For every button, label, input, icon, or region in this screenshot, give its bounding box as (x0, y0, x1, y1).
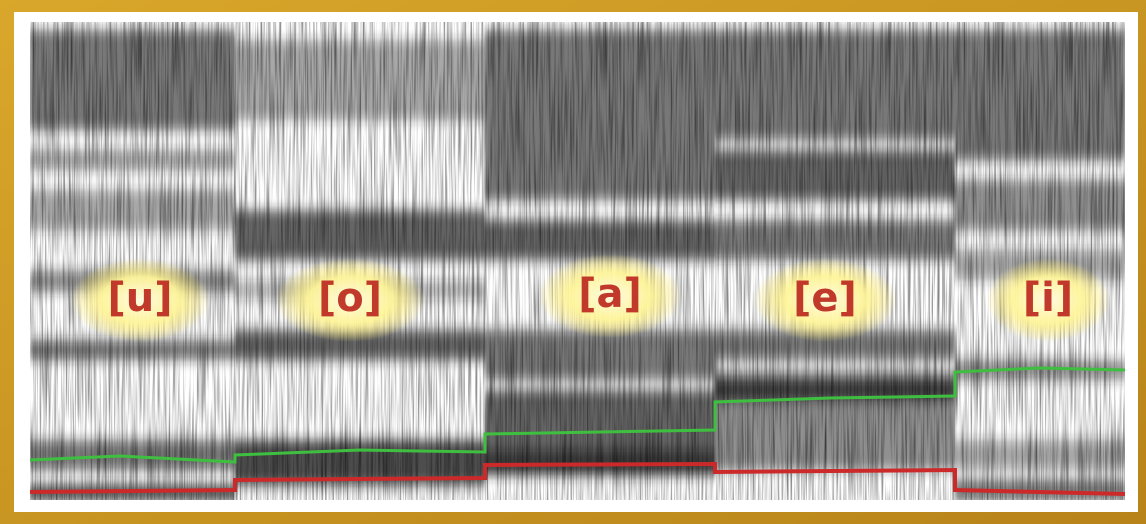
vowel-label: [a] (578, 271, 642, 317)
page: [u] [o] [a] [e] [i] (() => { const data … (0, 0, 1146, 524)
vowel-label: [i] (1023, 275, 1073, 321)
spectrogram-figure: [u] [o] [a] [e] [i] (0, 0, 1146, 524)
vowel-label: [u] (107, 275, 172, 321)
vowel-label: [o] (318, 275, 382, 321)
vowel-label: [e] (793, 275, 857, 321)
